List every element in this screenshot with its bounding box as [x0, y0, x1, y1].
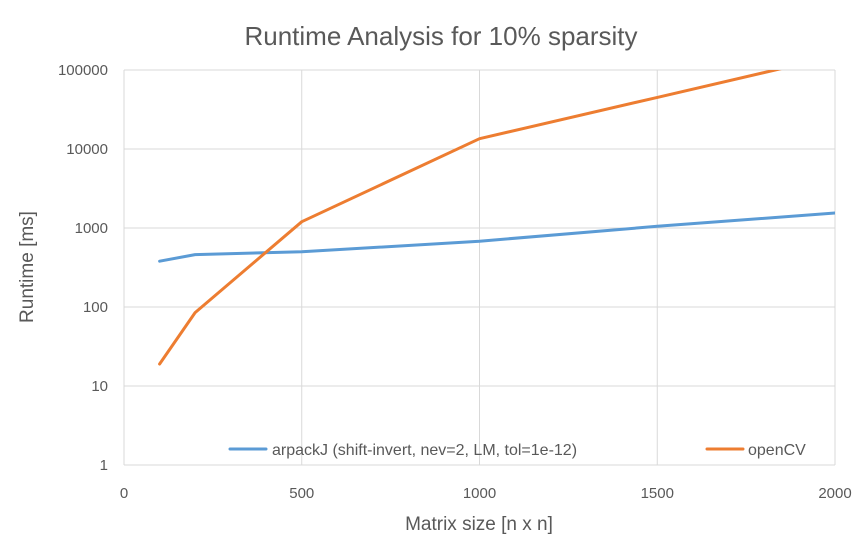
x-tick-label: 1000: [463, 485, 496, 502]
x-tick-label: 0: [120, 485, 128, 502]
x-tick-label: 2000: [818, 485, 851, 502]
series-line-opencv: [158, 70, 782, 366]
x-axis-ticks: 0 500 1000 1500 2000: [120, 485, 852, 502]
y-axis-ticks: 1 10 100 1000 10000 100000: [58, 62, 108, 474]
gridlines: [123, 69, 836, 466]
y-tick-label: 10000: [66, 141, 108, 158]
y-axis-title: Runtime [ms]: [17, 211, 38, 323]
y-tick-label: 1: [100, 457, 108, 474]
y-tick-label: 100000: [58, 62, 108, 79]
y-tick-label: 10: [91, 378, 108, 395]
x-axis-title: Matrix size [n x n]: [405, 514, 553, 535]
chart-title: Runtime Analysis for 10% sparsity: [244, 21, 637, 51]
series-layer: [158, 70, 835, 366]
legend-label-arpackj: arpackJ (shift-invert, nev=2, LM, tol=1e…: [272, 442, 577, 459]
series-line-arpackj: [158, 211, 835, 263]
y-tick-label: 1000: [75, 220, 108, 237]
y-tick-label: 100: [83, 299, 108, 316]
legend: arpackJ (shift-invert, nev=2, LM, tol=1e…: [228, 442, 806, 459]
x-tick-label: 500: [289, 485, 314, 502]
legend-label-opencv: openCV: [748, 442, 806, 459]
x-tick-label: 1500: [641, 485, 674, 502]
